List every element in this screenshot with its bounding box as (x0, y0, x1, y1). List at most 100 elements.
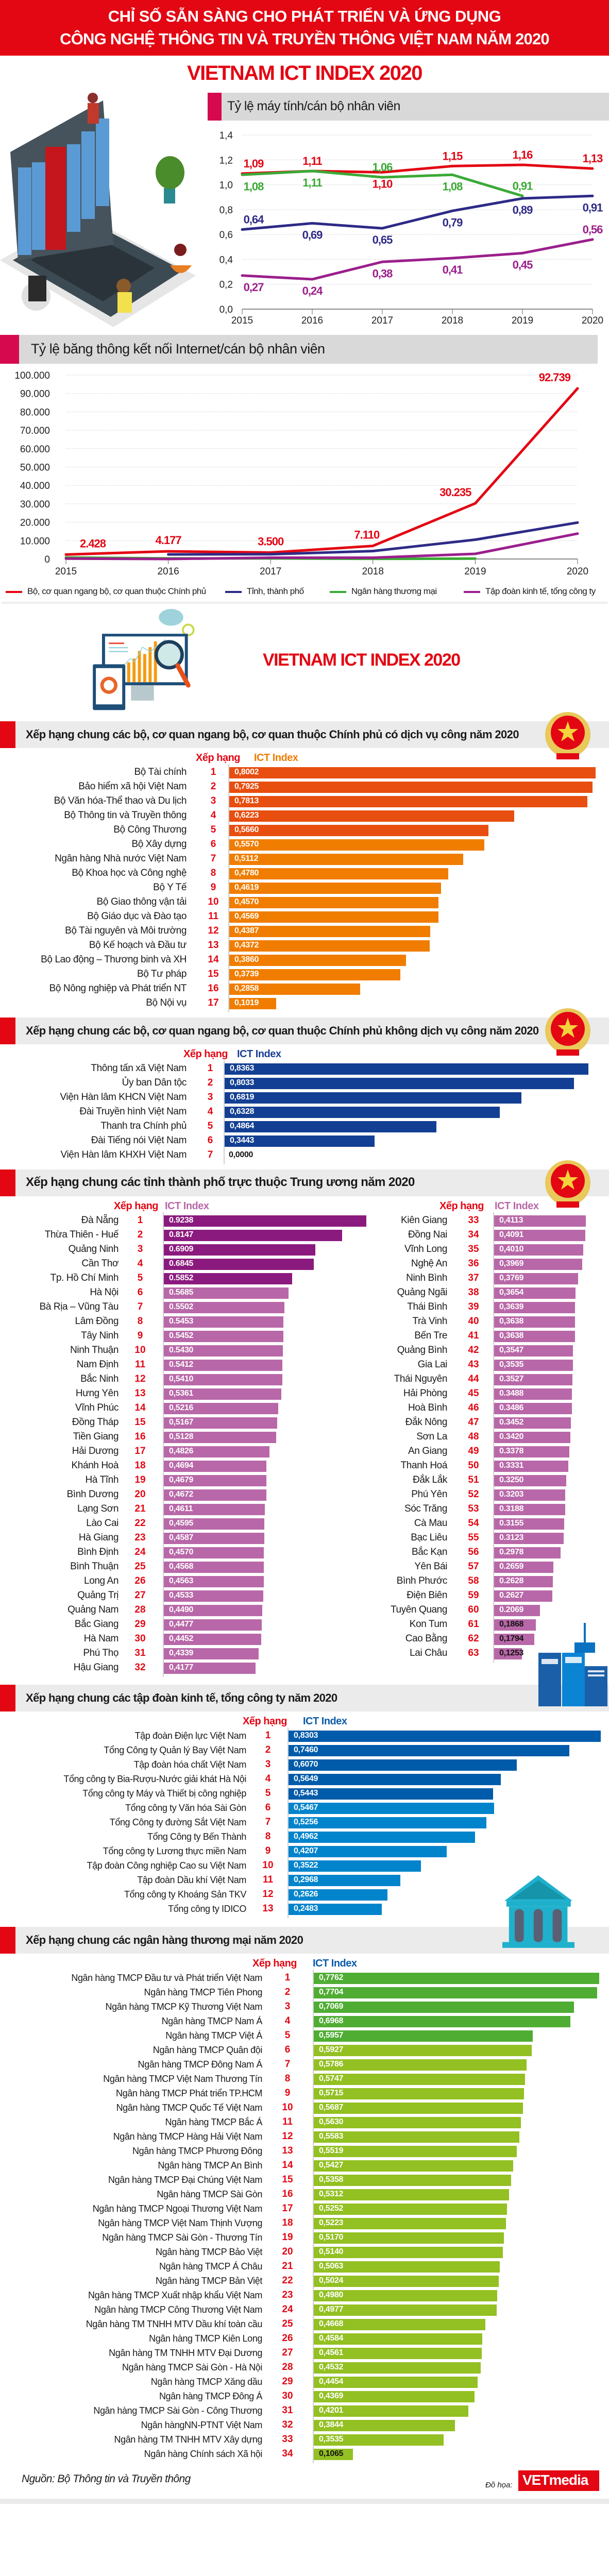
section-banks-header: Xếp hạng chung các ngân hàng thương mại … (0, 1927, 609, 1954)
province-name: Bắc Ninh (80, 1374, 119, 1385)
data-label: 1,15 (443, 149, 463, 162)
bank-rank: 2 (284, 1987, 291, 1997)
bank-bar (314, 2016, 570, 2027)
province-bar (164, 1547, 264, 1558)
bank-bar (314, 2261, 500, 2273)
province-rank: 43 (468, 1359, 479, 1370)
bank-bar (314, 2103, 523, 2114)
province-rank: 51 (468, 1475, 479, 1485)
bank-value: 0,4369 (319, 2392, 344, 2400)
province-rank: 34 (468, 1229, 479, 1240)
corporation-value: 0,6070 (294, 1760, 318, 1769)
corporation-name: Tập đoàn Điện lực Việt Nam (134, 1730, 247, 1741)
data-point (381, 227, 384, 230)
bank-value: 0,5583 (319, 2132, 344, 2141)
ministry-nonpublic-rank: 6 (207, 1135, 213, 1146)
corporation-bar (289, 1803, 494, 1814)
province-bar (494, 1648, 522, 1659)
vetmedia-logo: VETmedia (518, 2470, 599, 2491)
province-rank: 25 (134, 1561, 146, 1572)
bank-bar (314, 2333, 482, 2345)
col-header-index: ICT Index (303, 1716, 347, 1727)
ministry-public-rank: 2 (210, 781, 216, 792)
data-point (167, 557, 170, 561)
bank-rank: 16 (282, 2189, 293, 2199)
bank-rank: 14 (282, 2160, 293, 2171)
y-tick-label: 30.000 (20, 499, 50, 510)
data-point (64, 553, 67, 556)
bar-axis (287, 1727, 289, 1918)
buildings-icon (538, 1623, 607, 1706)
province-value: 0,4826 (169, 1447, 194, 1455)
province-name: Tuyên Quang (390, 1604, 447, 1616)
province-bar (164, 1388, 281, 1400)
province-name: Phú Yên (411, 1489, 447, 1500)
province-bar (494, 1302, 575, 1313)
bank-value: 0,5519 (319, 2146, 344, 2155)
province-value: 0,4672 (169, 1490, 194, 1499)
ministry-nonpublic-rank: 4 (207, 1106, 213, 1117)
ministry-public-rank: 12 (208, 925, 219, 936)
series-line (65, 532, 578, 561)
data-label: 0,45 (513, 258, 533, 271)
province-value: 0,4694 (169, 1461, 194, 1470)
ministry-public-value: 0,4570 (234, 897, 259, 906)
province-rank: 11 (134, 1359, 146, 1370)
ministry-public-name: Ngân hàng Nhà nước Việt Nam (55, 853, 187, 865)
ministry-public-name: Bảo hiểm xã hội Việt Nam (78, 781, 187, 792)
bank-bar (314, 1987, 597, 1998)
province-name: Lào Cai (86, 1518, 119, 1529)
legend-swatch (330, 590, 346, 593)
bank-value: 0,4561 (319, 2348, 344, 2357)
province-name: Vĩnh Phúc (75, 1402, 119, 1414)
ministry-public-bar (229, 854, 463, 865)
data-point (371, 545, 375, 548)
province-value: 0.8147 (169, 1230, 194, 1239)
province-name: Bắc Giang (74, 1619, 119, 1630)
province-bar (164, 1244, 315, 1256)
ministry-nonpublic-rank: 5 (207, 1121, 213, 1131)
bank-value: 0,7704 (319, 1988, 344, 1996)
province-name: Bà Rịa – Vũng Tàu (39, 1301, 119, 1313)
province-name: Cần Thơ (81, 1258, 119, 1269)
corporation-value: 0,2968 (294, 1875, 318, 1884)
corporation-value: 0,8303 (294, 1731, 318, 1740)
bank-name: Ngân hàng TM TNHH MTV Dầu khí toàn cầu (86, 2318, 263, 2329)
province-value: 0,4533 (169, 1591, 194, 1600)
corporation-rank: 1 (265, 1730, 271, 1741)
laptop-binders-illustration (0, 93, 196, 327)
ministry-public-rank: 3 (210, 795, 216, 806)
bank-name: Ngân hàng TMCP Xuất nhập khẩu Việt Nam (88, 2290, 262, 2300)
data-label: 30.235 (439, 486, 471, 499)
corporation-value: 0,2626 (294, 1890, 318, 1899)
bank-value: 0,7762 (319, 1973, 344, 1982)
legend-label: Tập đoàn kinh tế, tổng công ty (485, 586, 596, 596)
bank-bar (314, 2362, 481, 2374)
province-name: Nam Định (76, 1359, 119, 1370)
bar-axis (224, 1060, 225, 1164)
province-value: 0,4587 (169, 1533, 194, 1542)
bank-bar (314, 2420, 455, 2431)
ministry-public-rank: 7 (210, 853, 216, 864)
province-value: 0,5410 (169, 1375, 194, 1383)
ministry-nonpublic-value: 0,4864 (230, 1122, 255, 1130)
y-tick-label: 50.000 (20, 463, 50, 473)
ministry-public-bar (229, 883, 441, 894)
bank-name: Ngân hàng TMCP Hàng Hải Việt Nam (113, 2131, 263, 2142)
province-rank: 35 (468, 1244, 479, 1255)
province-rank: 7 (137, 1301, 143, 1312)
province-rank: 14 (134, 1402, 146, 1413)
corporation-name: Tập đoàn hóa chất Việt Nam (133, 1759, 247, 1770)
corporation-value: 0,4962 (294, 1832, 318, 1841)
province-value: 0,3638 (499, 1331, 524, 1340)
province-value: 0,4570 (169, 1548, 194, 1556)
ministry-nonpublic-name: Viện Hàn lâm KHXH Việt Nam (60, 1149, 187, 1161)
ministry-nonpublic-rank: 3 (207, 1092, 213, 1103)
province-rank: 32 (134, 1662, 146, 1673)
data-label: 2.428 (80, 537, 106, 550)
province-name: Tây Ninh (81, 1330, 119, 1342)
province-name: Điện Biên (407, 1590, 447, 1601)
province-name: Hải Dương (72, 1446, 119, 1457)
province-rank: 6 (137, 1287, 143, 1298)
province-rank: 10 (134, 1345, 146, 1355)
